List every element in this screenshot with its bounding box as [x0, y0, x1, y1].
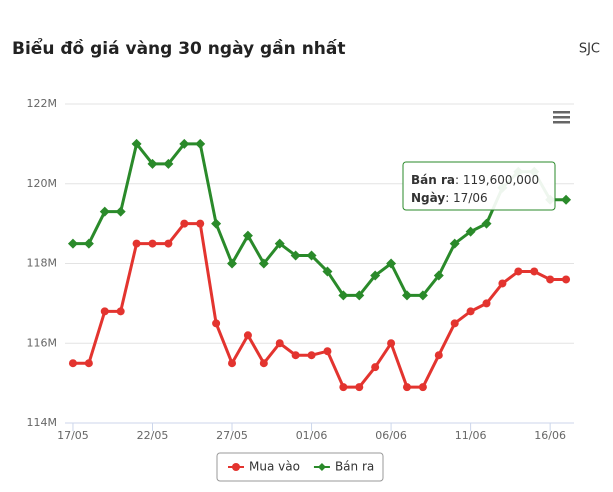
x-tick-label: 22/05	[137, 429, 169, 442]
data-point	[196, 219, 205, 228]
y-tick-label: 116M	[27, 336, 58, 349]
data-point	[530, 267, 539, 276]
menu-bar[interactable]	[553, 116, 570, 119]
data-point	[290, 250, 301, 261]
data-point	[449, 238, 460, 249]
data-point	[84, 359, 93, 368]
data-point	[115, 206, 126, 217]
data-point	[243, 331, 252, 340]
data-point	[179, 138, 190, 149]
data-point	[227, 258, 238, 269]
menu-bar[interactable]	[553, 111, 570, 114]
data-point	[212, 319, 221, 328]
tooltip-text: :	[455, 173, 463, 187]
data-point	[418, 383, 427, 392]
x-tick-label: 01/06	[296, 429, 328, 442]
data-point	[228, 359, 237, 368]
data-point	[274, 238, 285, 249]
legend-box	[216, 452, 384, 482]
y-tick-label: 120M	[27, 177, 58, 190]
legend-marker	[232, 463, 240, 471]
x-tick-label: 11/06	[455, 429, 487, 442]
data-point	[195, 138, 206, 149]
tooltip-text: 17/06	[453, 191, 488, 205]
legend-label[interactable]: Bán ra	[335, 460, 374, 474]
data-point	[322, 266, 333, 277]
data-point	[417, 290, 428, 301]
data-point	[401, 290, 412, 301]
data-point	[116, 307, 125, 316]
tooltip-text: Ngày	[411, 191, 445, 205]
data-point	[433, 270, 444, 281]
menu-icon[interactable]	[553, 111, 570, 124]
data-point	[514, 267, 523, 276]
data-point	[355, 383, 364, 392]
y-tick-label: 114M	[27, 416, 58, 429]
legend-label[interactable]: Mua vào	[249, 460, 300, 474]
tooltip-row: Ngày: 17/06	[411, 191, 488, 205]
data-point	[180, 219, 189, 228]
data-point	[370, 270, 381, 281]
data-point	[259, 359, 268, 368]
data-point	[291, 351, 300, 360]
data-point	[466, 307, 475, 316]
data-point	[211, 218, 222, 229]
data-point	[546, 275, 555, 284]
tooltip-text: Bán ra	[411, 173, 455, 187]
data-point	[164, 239, 173, 248]
menu-bar[interactable]	[553, 121, 570, 124]
data-point	[68, 359, 77, 368]
tooltip: Bán ra: 119,600,000 Ngày: 17/06	[402, 161, 556, 211]
x-tick-label: 27/05	[216, 429, 248, 442]
data-point	[132, 239, 141, 248]
data-point	[147, 158, 158, 169]
data-point	[83, 238, 94, 249]
data-point	[386, 258, 397, 269]
tooltip-row: Bán ra: 119,600,000	[411, 173, 539, 187]
y-tick-label: 118M	[27, 257, 58, 270]
data-point	[498, 279, 507, 288]
tooltip-text: :	[445, 191, 453, 205]
y-tick-label: 122M	[27, 97, 58, 110]
data-point	[275, 339, 284, 348]
data-point	[387, 339, 396, 348]
data-point	[339, 383, 348, 392]
data-point	[100, 307, 109, 316]
legend-marker	[317, 463, 326, 471]
chart-title: Biểu đồ giá vàng 30 ngày gần nhất	[12, 37, 346, 59]
data-point	[561, 194, 572, 205]
series-line	[72, 222, 567, 389]
data-point	[67, 238, 78, 249]
data-point	[481, 218, 492, 229]
data-point	[307, 351, 316, 360]
data-point	[163, 158, 174, 169]
x-tick-label: 06/06	[375, 429, 407, 442]
data-point	[99, 206, 110, 217]
data-point	[450, 319, 459, 328]
data-point	[371, 363, 380, 372]
data-point	[338, 290, 349, 301]
data-point	[482, 299, 491, 308]
data-point	[242, 230, 253, 241]
data-point	[434, 351, 443, 360]
data-point	[306, 250, 317, 261]
x-tick-label: 16/06	[534, 429, 566, 442]
data-point	[354, 290, 365, 301]
data-point	[131, 138, 142, 149]
x-tick-label: 17/05	[57, 429, 89, 442]
data-point	[402, 383, 411, 392]
data-point	[323, 347, 332, 356]
chart-subtitle: SJC	[579, 42, 600, 57]
tooltip-text: 119,600,000	[463, 173, 539, 187]
tooltip-box	[402, 161, 556, 211]
data-point	[562, 275, 571, 284]
legend: Mua vào Bán ra	[216, 452, 384, 482]
data-point	[258, 258, 269, 269]
data-point	[148, 239, 157, 248]
data-point	[465, 226, 476, 237]
